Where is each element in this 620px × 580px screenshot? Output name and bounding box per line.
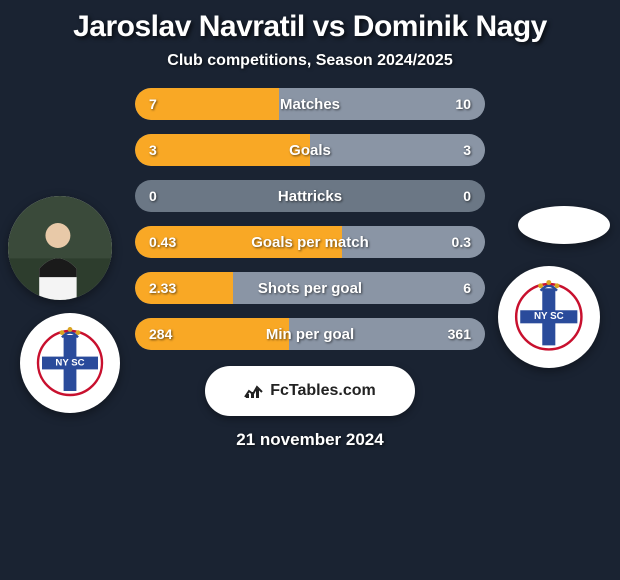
stat-bar-right [310, 134, 485, 166]
stat-value-right: 361 [448, 326, 471, 342]
chart-icon [244, 383, 264, 399]
comparison-card: Jaroslav Navratil vs Dominik Nagy Club c… [0, 0, 620, 580]
stat-value-right: 6 [463, 280, 471, 296]
stat-row: 284 Min per goal 361 [135, 318, 485, 350]
player-silhouette-icon [8, 196, 112, 300]
stat-label: Goals per match [251, 234, 369, 251]
subtitle: Club competitions, Season 2024/2025 [167, 52, 452, 70]
stat-label: Shots per goal [258, 280, 362, 297]
stat-value-left: 0 [149, 188, 157, 204]
stat-row: 2.33 Shots per goal 6 [135, 272, 485, 304]
stat-value-right: 10 [455, 96, 471, 112]
club-crest-icon: NY SC [508, 276, 590, 358]
stat-value-left: 2.33 [149, 280, 176, 296]
stat-value-left: 7 [149, 96, 157, 112]
svg-text:NY SC: NY SC [55, 357, 84, 368]
stat-value-right: 0 [463, 188, 471, 204]
stat-value-right: 0.3 [452, 234, 471, 250]
brand-text: FcTables.com [270, 382, 376, 400]
brand-badge: FcTables.com [205, 366, 415, 416]
stat-bar-left [135, 134, 310, 166]
club-crest-icon: NY SC [30, 323, 110, 403]
stat-value-left: 284 [149, 326, 172, 342]
player-left-photo [8, 196, 112, 300]
stats-list: 7 Matches 10 3 Goals 3 0 Hattricks 0 0.43 Goals pe… [135, 88, 485, 350]
club-right-badge: NY SC [498, 266, 600, 368]
stat-label: Min per goal [266, 326, 354, 343]
stat-row: 3 Goals 3 [135, 134, 485, 166]
date-text: 21 november 2024 [236, 430, 383, 450]
stat-label: Hattricks [278, 188, 342, 205]
club-left-badge: NY SC [20, 313, 120, 413]
stat-row: 0 Hattricks 0 [135, 180, 485, 212]
stat-label: Matches [280, 96, 340, 113]
page-title: Jaroslav Navratil vs Dominik Nagy [73, 10, 547, 44]
stats-area: NY SC NY SC 7Matches103Goals30Hattricks0… [0, 88, 620, 350]
player-right-photo [518, 206, 610, 244]
stat-row: 7 Matches 10 [135, 88, 485, 120]
stat-value-left: 0.43 [149, 234, 176, 250]
stat-row: 0.43 Goals per match 0.3 [135, 226, 485, 258]
svg-text:NY SC: NY SC [534, 311, 564, 322]
stat-value-right: 3 [463, 142, 471, 158]
stat-value-left: 3 [149, 142, 157, 158]
stat-label: Goals [289, 142, 331, 159]
